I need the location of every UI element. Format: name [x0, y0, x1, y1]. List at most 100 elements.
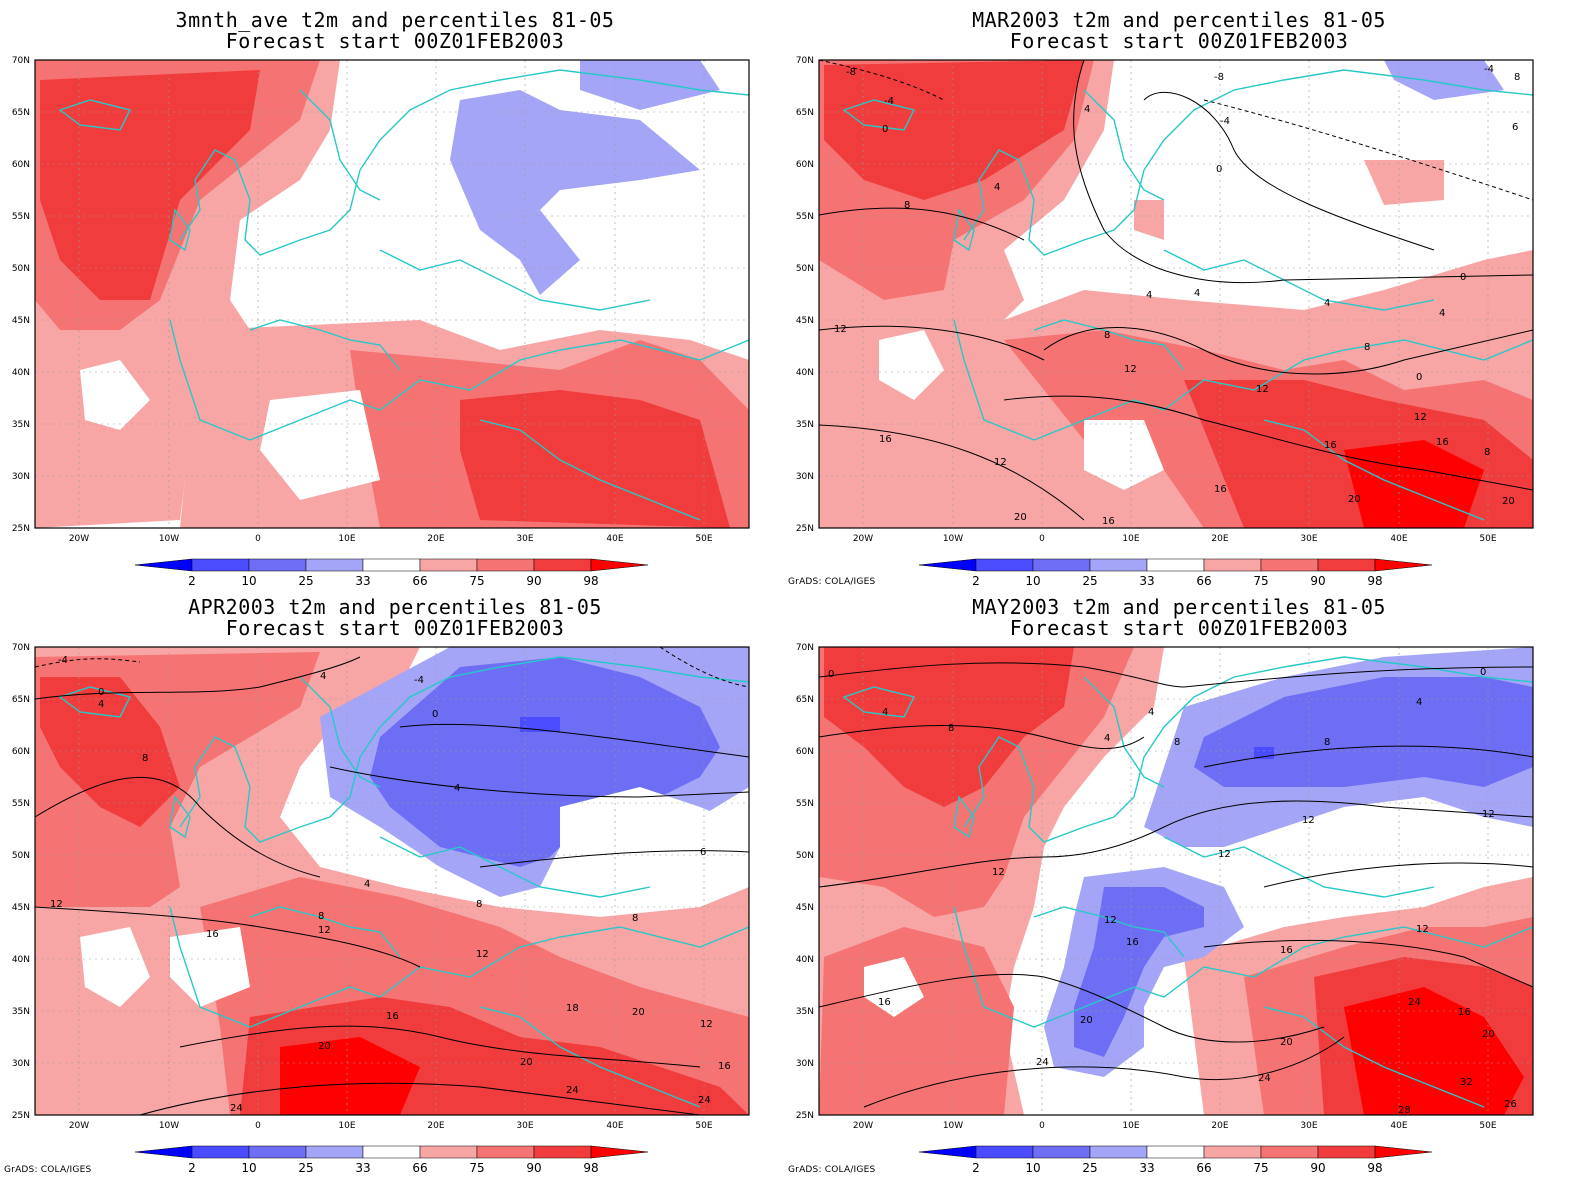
svg-text:65N: 65N — [796, 695, 814, 705]
svg-text:66: 66 — [1196, 574, 1211, 588]
svg-text:26: 26 — [1504, 1099, 1517, 1110]
svg-text:24: 24 — [698, 1095, 711, 1106]
svg-text:8: 8 — [318, 911, 324, 922]
colorbar — [918, 1145, 1433, 1159]
coastlines — [58, 69, 750, 521]
map-plot: 70N 65N 60N 55N 50N 45N 40N 35N 30N 25N … — [12, 56, 750, 588]
svg-text:30N: 30N — [12, 472, 30, 482]
svg-text:20: 20 — [632, 1007, 645, 1018]
svg-text:8: 8 — [142, 753, 148, 764]
svg-text:40N: 40N — [796, 955, 814, 965]
svg-text:90: 90 — [526, 1161, 541, 1175]
panel-title: MAY2003 t2m and percentiles 81-05 — [972, 595, 1386, 619]
svg-text:2: 2 — [972, 1161, 980, 1175]
svg-text:24: 24 — [1258, 1073, 1271, 1084]
svg-text:8: 8 — [1364, 342, 1370, 353]
svg-text:25: 25 — [298, 1161, 313, 1175]
svg-text:4: 4 — [454, 783, 460, 794]
svg-text:30E: 30E — [516, 1121, 533, 1131]
colorbar-labels: 2 10 25 33 66 75 90 98 — [972, 1161, 1382, 1175]
svg-text:35N: 35N — [796, 1007, 814, 1017]
contours — [34, 646, 750, 1116]
svg-text:10: 10 — [1025, 574, 1040, 588]
svg-text:25: 25 — [298, 574, 313, 588]
svg-text:-8: -8 — [1214, 72, 1224, 83]
grid — [35, 647, 749, 1115]
svg-text:2: 2 — [188, 1161, 196, 1175]
svg-text:12: 12 — [994, 457, 1007, 468]
svg-text:75: 75 — [1253, 574, 1268, 588]
svg-text:90: 90 — [1310, 1161, 1325, 1175]
svg-text:66: 66 — [412, 1161, 427, 1175]
svg-text:8: 8 — [1104, 330, 1110, 341]
map-plot: 0 4 8 12 16 4 8 4 12 12 16 20 24 0 4 8 1… — [796, 643, 1534, 1175]
svg-text:66: 66 — [412, 574, 427, 588]
svg-text:33: 33 — [1139, 1161, 1154, 1175]
svg-text:16: 16 — [878, 997, 891, 1008]
lon-axis: 20W 10W 0 10E 20E 30E 40E 50E — [69, 534, 713, 544]
svg-text:12: 12 — [1416, 924, 1429, 935]
svg-text:60N: 60N — [796, 160, 814, 170]
svg-text:16: 16 — [1458, 1007, 1471, 1018]
svg-text:25N: 25N — [12, 524, 30, 534]
svg-text:0: 0 — [255, 534, 261, 544]
svg-text:-8: -8 — [846, 67, 856, 78]
svg-text:16: 16 — [1324, 440, 1337, 451]
svg-text:20: 20 — [1280, 1037, 1293, 1048]
svg-text:16: 16 — [1102, 516, 1115, 527]
lon-axis: 20W 10W 0 10E 20E 30E 40E 50E — [69, 1121, 713, 1131]
svg-text:0: 0 — [1416, 372, 1422, 383]
svg-text:4: 4 — [1146, 290, 1152, 301]
svg-text:20: 20 — [1502, 496, 1515, 507]
svg-text:45N: 45N — [796, 316, 814, 326]
svg-text:55N: 55N — [12, 799, 30, 809]
svg-text:24: 24 — [1036, 1057, 1049, 1068]
svg-text:10: 10 — [1025, 1161, 1040, 1175]
svg-text:33: 33 — [1139, 574, 1154, 588]
svg-text:12: 12 — [834, 324, 847, 335]
svg-text:16: 16 — [386, 1011, 399, 1022]
svg-text:10E: 10E — [1122, 1121, 1139, 1131]
svg-text:90: 90 — [526, 574, 541, 588]
plot-frame — [34, 646, 750, 1116]
svg-text:16: 16 — [718, 1061, 731, 1072]
svg-text:18: 18 — [566, 1003, 579, 1014]
svg-text:20: 20 — [1080, 1015, 1093, 1026]
svg-text:65N: 65N — [796, 108, 814, 118]
shading — [819, 647, 1533, 1115]
svg-text:30E: 30E — [516, 534, 533, 544]
svg-text:30N: 30N — [796, 472, 814, 482]
map-plot: -8 -4 4 0 4 8 6 -8 -4 0 4 8 12 16 20 12 … — [796, 56, 1534, 588]
svg-text:35N: 35N — [12, 420, 30, 430]
svg-text:4: 4 — [994, 182, 1000, 193]
svg-text:20: 20 — [1014, 512, 1027, 523]
svg-text:35N: 35N — [12, 1007, 30, 1017]
svg-text:4: 4 — [364, 879, 370, 890]
svg-text:16: 16 — [1214, 484, 1227, 495]
svg-text:12: 12 — [1256, 384, 1269, 395]
svg-text:0: 0 — [432, 709, 438, 720]
svg-text:20E: 20E — [427, 1121, 444, 1131]
svg-text:35N: 35N — [796, 420, 814, 430]
svg-text:12: 12 — [1414, 412, 1427, 423]
svg-text:0: 0 — [1039, 534, 1045, 544]
svg-text:98: 98 — [583, 1161, 598, 1175]
svg-text:0: 0 — [1480, 667, 1486, 678]
svg-text:40E: 40E — [606, 534, 623, 544]
colorbar — [134, 558, 649, 572]
svg-text:40N: 40N — [12, 955, 30, 965]
map-panel-may2003: MAY2003 t2m and percentiles 81-05 Foreca… — [784, 587, 1574, 1185]
lat-axis: 70N 65N 60N 55N 50N 45N 40N 35N 30N 25N — [12, 56, 30, 534]
panel-subtitle: Forecast start 00Z01FEB2003 — [225, 29, 565, 53]
svg-text:65N: 65N — [12, 108, 30, 118]
map-panel-mar2003: MAR2003 t2m and percentiles 81-05 Foreca… — [784, 0, 1574, 598]
svg-text:20: 20 — [1482, 1029, 1495, 1040]
svg-text:0: 0 — [1460, 272, 1466, 283]
panel-subtitle: Forecast start 00Z01FEB2003 — [1009, 29, 1349, 53]
contour-labels: -4 0 4 8 4 12 16 20 24 -4 0 4 8 8 12 12 … — [50, 655, 731, 1114]
svg-text:16: 16 — [1436, 437, 1449, 448]
panel-title: 3mnth_ave t2m and percentiles 81-05 — [175, 8, 615, 32]
coastlines — [58, 656, 750, 1108]
svg-text:60N: 60N — [796, 747, 814, 757]
lat-axis: 70N 65N 60N 55N 50N 45N 40N 35N 30N 25N — [12, 643, 30, 1121]
